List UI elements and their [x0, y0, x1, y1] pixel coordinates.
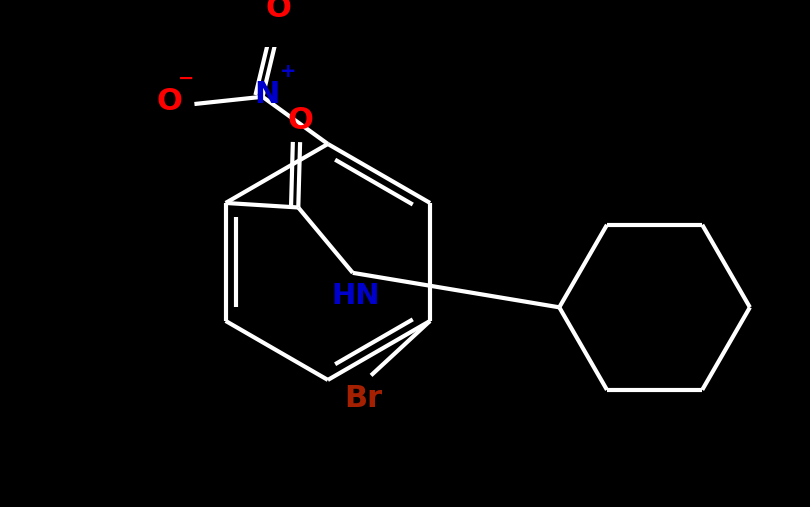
Text: −: −: [178, 69, 194, 88]
Text: O: O: [266, 0, 292, 23]
Text: HN: HN: [331, 281, 380, 310]
Text: O: O: [288, 106, 313, 135]
Text: N: N: [254, 80, 279, 108]
Text: +: +: [279, 62, 296, 81]
Text: Br: Br: [345, 384, 383, 414]
Text: O: O: [156, 87, 182, 116]
